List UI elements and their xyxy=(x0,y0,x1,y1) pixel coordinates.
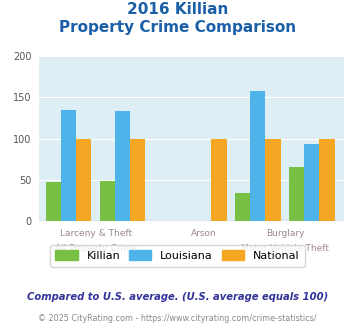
Bar xyxy=(46,182,61,221)
Text: © 2025 CityRating.com - https://www.cityrating.com/crime-statistics/: © 2025 CityRating.com - https://www.city… xyxy=(38,314,317,323)
Text: Compared to U.S. average. (U.S. average equals 100): Compared to U.S. average. (U.S. average … xyxy=(27,292,328,302)
Bar xyxy=(76,139,92,221)
Text: 2016 Killian: 2016 Killian xyxy=(127,2,228,16)
Bar xyxy=(250,91,266,221)
Bar xyxy=(289,167,304,221)
Text: Motor Vehicle Theft: Motor Vehicle Theft xyxy=(241,244,329,253)
Text: Larceny & Theft: Larceny & Theft xyxy=(60,229,132,238)
Bar xyxy=(304,144,320,221)
Bar xyxy=(130,139,146,221)
Bar xyxy=(115,111,130,221)
Bar xyxy=(320,139,335,221)
Text: Burglary: Burglary xyxy=(266,229,304,238)
Bar xyxy=(212,139,226,221)
Bar xyxy=(100,181,115,221)
Text: Property Crime Comparison: Property Crime Comparison xyxy=(59,20,296,35)
Bar xyxy=(235,193,250,221)
Bar xyxy=(266,139,280,221)
Text: All Property Crime: All Property Crime xyxy=(55,244,137,253)
Bar xyxy=(61,110,76,221)
Legend: Killian, Louisiana, National: Killian, Louisiana, National xyxy=(50,245,305,267)
Text: Arson: Arson xyxy=(191,229,217,238)
